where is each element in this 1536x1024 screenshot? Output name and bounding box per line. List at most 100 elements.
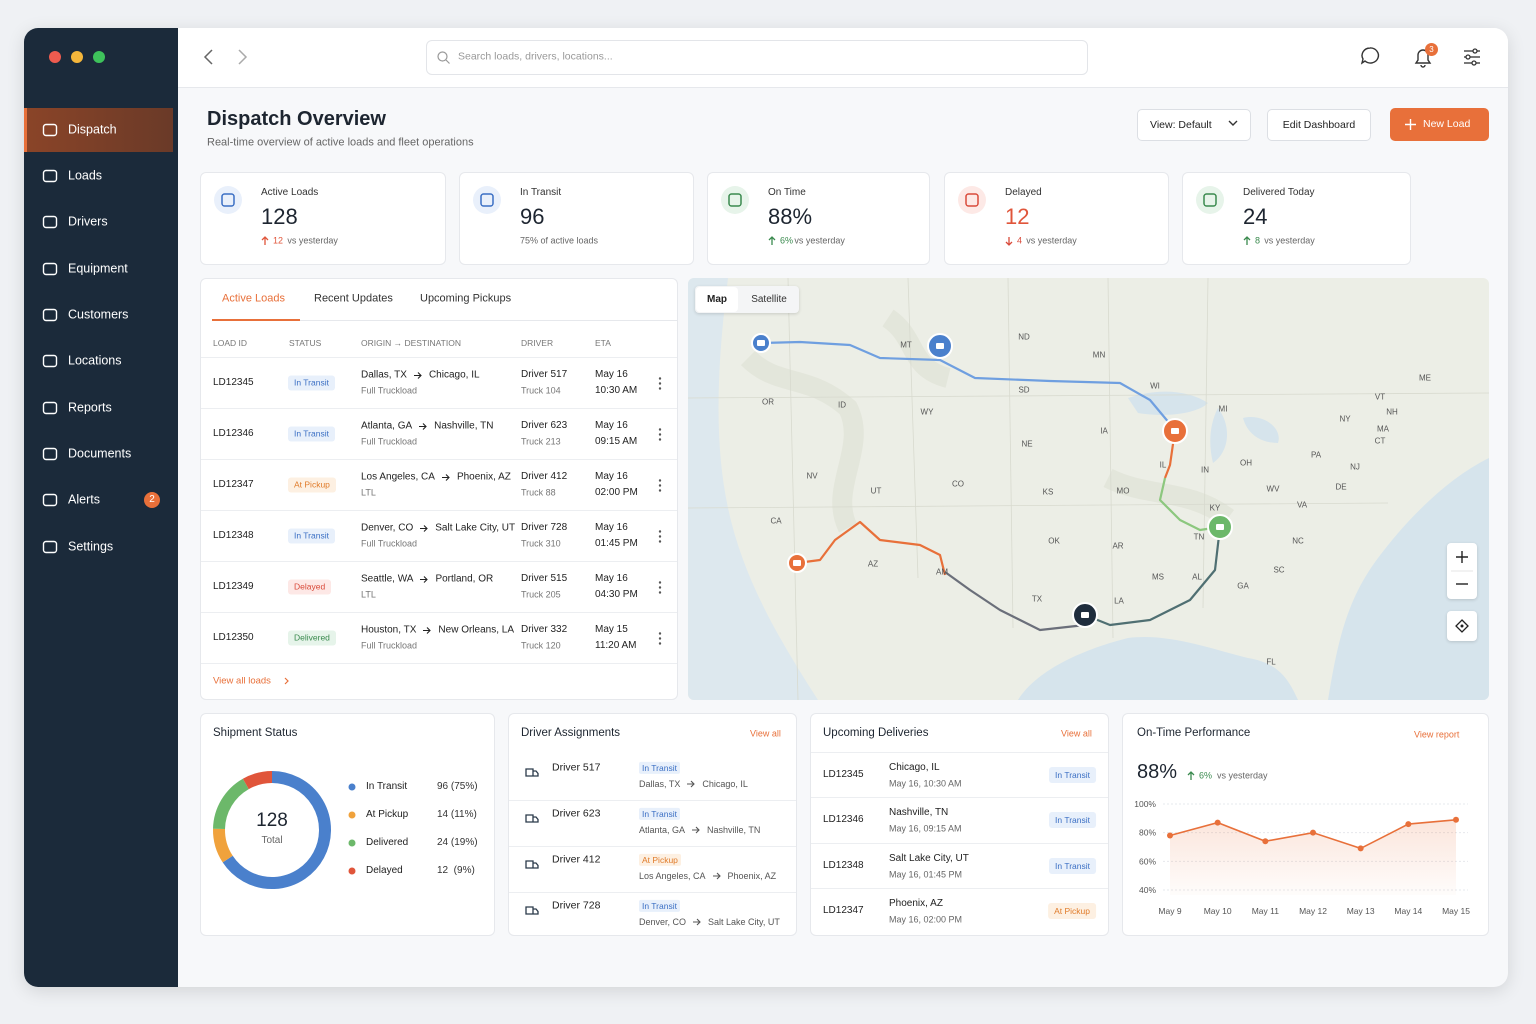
state-label: AM	[936, 567, 948, 577]
state-border	[688, 392, 1489, 399]
route-line	[760, 340, 1176, 431]
state-label: MS	[1152, 572, 1164, 582]
menu-dot	[658, 581, 662, 584]
edit-dashboard-button[interactable]: Edit Dashboard	[1267, 109, 1371, 141]
route: Atlanta, GA Nashville, TN	[361, 421, 493, 432]
nav-icon-shape	[42, 262, 58, 276]
row-divider	[201, 408, 677, 409]
state-label: IN	[1201, 465, 1209, 475]
eta-time: 09:15 AM	[595, 436, 638, 447]
card-link[interactable]: View all	[1061, 728, 1092, 739]
menu-dot	[658, 489, 662, 492]
route-origin: Dallas, TX	[361, 369, 407, 381]
nav-label[interactable]: Drivers	[68, 214, 108, 229]
menu-dot	[658, 387, 662, 390]
pin-glyph	[936, 343, 944, 349]
data-point	[1405, 821, 1412, 828]
card-title: Driver Assignments	[521, 727, 621, 740]
recenter-icon	[1455, 619, 1469, 633]
nav-icon	[42, 354, 58, 368]
driver-status: At Pickup	[639, 853, 681, 867]
arrow-icon	[420, 575, 429, 583]
status-badge: In Transit	[288, 426, 335, 442]
row-divider	[509, 892, 796, 893]
nav-active[interactable]	[24, 108, 173, 152]
menu-dot	[658, 540, 662, 543]
load-id: LD12348	[213, 530, 254, 541]
arrow-icon	[687, 780, 696, 788]
state-label: OH	[1240, 458, 1252, 468]
nav-label[interactable]: Customers	[68, 307, 129, 322]
load-type: Full Truckload	[361, 538, 418, 549]
arrow-shape	[441, 473, 450, 481]
state-label: WY	[920, 407, 934, 417]
map-tab[interactable]: Satellite	[751, 294, 787, 305]
delivery-id: LD12346	[823, 814, 864, 826]
eta-date: May 15	[595, 624, 628, 635]
driver: Driver 412	[521, 471, 568, 482]
y-tick-label: 80%	[1139, 828, 1156, 838]
state-label: AL	[1192, 572, 1202, 582]
route-destination: Salt Lake City, UT	[708, 917, 780, 927]
route: Denver, CO Salt Lake City, UT	[361, 523, 515, 534]
state-label: AZ	[867, 559, 879, 569]
nav-label[interactable]: Reports	[68, 400, 112, 415]
more-menu	[658, 479, 662, 492]
nav-badge: 2	[144, 492, 160, 508]
loads-tab[interactable]: Recent Updates	[314, 292, 393, 305]
eta-date: May 16	[595, 471, 628, 482]
card-link[interactable]: View all	[750, 728, 781, 739]
nav-label[interactable]: Dispatch	[68, 122, 117, 137]
loads-tab[interactable]: Upcoming Pickups	[420, 292, 512, 305]
truck-icon	[525, 814, 539, 823]
state-label: SD	[1018, 385, 1030, 395]
route-destination: Nashville, TN	[434, 420, 494, 432]
nav-label[interactable]: Alerts	[68, 492, 100, 507]
zoom-in	[1456, 551, 1468, 563]
new-load-button[interactable]: New Load	[1390, 108, 1489, 141]
route-destination: Nashville, TN	[707, 825, 761, 835]
arrow-shape	[712, 872, 721, 880]
x-tick-label: May 11	[1252, 906, 1280, 916]
nav-label[interactable]: Settings	[68, 539, 114, 554]
state-label: LA	[1114, 596, 1124, 606]
view-all-loads[interactable]: View all loads	[213, 675, 271, 687]
nav-label[interactable]: Documents	[68, 446, 132, 461]
row-divider	[201, 561, 677, 562]
nav-label[interactable]: Loads	[68, 168, 103, 183]
data-point	[1262, 838, 1269, 845]
legend-value: 24 (19%)	[437, 837, 478, 848]
search-glass	[437, 51, 448, 62]
view-select[interactable]: View: Default	[1137, 109, 1251, 141]
kpi-icon	[473, 186, 501, 214]
truck-shape	[525, 906, 539, 915]
state-label: MA	[1377, 424, 1389, 434]
column-header: ETA	[595, 337, 611, 348]
loads-tab[interactable]: Active Loads	[222, 292, 285, 305]
route-origin: Houston, TX	[361, 624, 417, 636]
route-line	[1084, 526, 1222, 627]
nav-icon	[42, 447, 58, 461]
water	[688, 278, 818, 700]
driver-assignments-card	[508, 713, 797, 936]
card-link[interactable]: View report	[1414, 729, 1460, 740]
window-controls	[49, 51, 105, 63]
menu-dot	[658, 530, 662, 533]
row-divider	[811, 842, 1108, 844]
arrow-shape	[687, 780, 696, 788]
kpi-icon-shape	[480, 193, 494, 207]
land-texture	[740, 309, 1234, 533]
state-border	[688, 502, 1389, 509]
trend-arrow	[768, 236, 776, 245]
toolbar-icons	[1360, 47, 1480, 68]
map-tab-active[interactable]: Map	[696, 287, 738, 312]
kpi-value: 12	[1005, 203, 1030, 229]
row-divider	[811, 752, 1108, 753]
search-box[interactable]	[426, 40, 1088, 75]
recenter-shape	[1455, 619, 1469, 633]
driver: Driver 517	[521, 369, 568, 380]
state-label: NY	[1339, 414, 1351, 424]
kpi-label: In Transit	[520, 187, 562, 198]
nav-label[interactable]: Locations	[68, 353, 122, 368]
nav-label[interactable]: Equipment	[68, 261, 128, 276]
